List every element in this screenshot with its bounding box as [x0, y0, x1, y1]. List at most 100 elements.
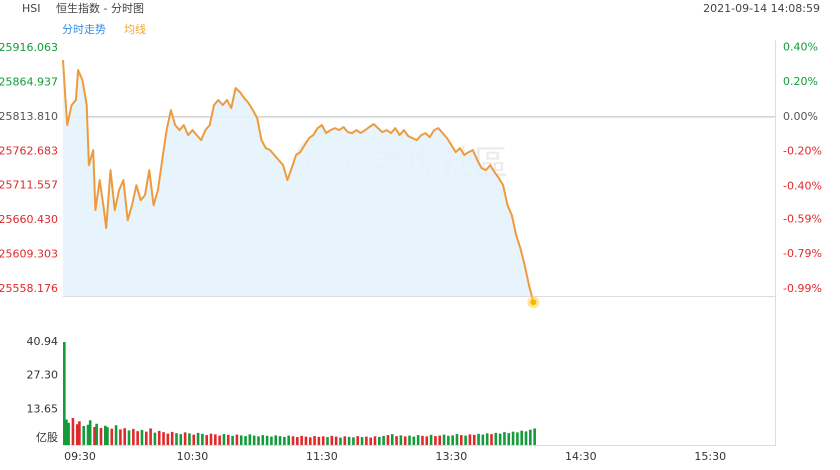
volume-bar — [412, 436, 416, 445]
volume-bar — [459, 435, 463, 445]
volume-bar — [321, 436, 325, 445]
volume-bar — [239, 435, 243, 445]
volume-bar — [434, 436, 437, 445]
volume-tick-label: 27.30 — [27, 369, 59, 382]
volume-bar — [494, 432, 498, 445]
x-tick-label: 09:30 — [64, 450, 96, 463]
volume-bar — [365, 436, 368, 445]
volume-bar — [196, 432, 200, 445]
y-tick-label: 25864.937 — [0, 75, 58, 88]
volume-bar — [304, 436, 308, 445]
volume-bar — [127, 430, 131, 445]
volume-bar — [157, 430, 161, 445]
volume-bar — [283, 436, 286, 445]
y2-tick-label: -0.79% — [783, 247, 822, 260]
volume-bar — [421, 435, 424, 445]
legend-label: 均线 — [124, 22, 146, 36]
volume-bar — [395, 436, 398, 445]
volume-bar — [317, 436, 321, 445]
volume-bar — [300, 435, 303, 445]
volume-bar — [343, 436, 347, 445]
volume-bar — [205, 435, 208, 445]
volume-bar — [520, 430, 524, 445]
volume-bar — [235, 434, 239, 445]
volume-bar — [386, 435, 390, 445]
volume-bar — [507, 433, 511, 445]
volume-bar — [511, 431, 515, 445]
volume-bar — [339, 437, 342, 445]
volume-bar — [373, 436, 377, 445]
volume-bar — [464, 435, 467, 445]
x-tick-label: 10:30 — [177, 450, 209, 463]
volume-bar — [75, 424, 79, 445]
volume-bar — [399, 435, 403, 445]
volume-bar — [313, 436, 316, 445]
y-tick-label: 25916.063 — [0, 41, 58, 54]
volume-bar — [103, 425, 107, 445]
volume-bar — [231, 435, 234, 445]
volume-bar — [524, 431, 528, 445]
volume-bar — [378, 436, 381, 445]
volume-bar — [170, 431, 174, 445]
y-tick-label: 25762.683 — [0, 144, 58, 157]
volume-bar — [248, 434, 252, 445]
volume-bar — [86, 424, 90, 445]
volume-bar — [352, 437, 355, 445]
volume-bar — [369, 437, 372, 445]
volume-bar — [162, 432, 165, 445]
y-tick-label: 25609.303 — [0, 248, 58, 261]
volume-bar — [95, 423, 98, 445]
volume-bar — [429, 434, 433, 445]
y2-tick-label: -0.59% — [783, 212, 822, 225]
y-tick-label: 25711.557 — [0, 179, 58, 192]
volume-bar — [403, 436, 407, 445]
timestamp: 2021-09-14 14:08:59 — [703, 2, 820, 15]
volume-bar — [93, 426, 96, 445]
price-line — [62, 59, 535, 303]
volume-bar — [447, 435, 450, 445]
volume-bar — [226, 434, 230, 445]
volume-bar — [498, 433, 502, 445]
volume-bar — [144, 431, 148, 445]
volume-bar — [468, 434, 472, 445]
volume-tick-label: 40.94 — [27, 335, 59, 348]
volume-bar — [356, 436, 360, 445]
volume-bar — [451, 435, 454, 445]
volume-bar — [490, 434, 493, 445]
volume-bar — [382, 435, 385, 445]
volume-bar — [347, 436, 351, 445]
volume-bar — [153, 432, 157, 445]
volume-bar — [78, 421, 81, 445]
volume-bar — [533, 428, 536, 445]
y-tick-label: 25660.430 — [0, 213, 58, 226]
volume-bar — [334, 436, 338, 445]
x-tick-label: 11:30 — [306, 450, 338, 463]
x-tick-label: 14:30 — [565, 450, 597, 463]
volume-bar — [274, 435, 278, 445]
y2-tick-label: -0.20% — [783, 145, 822, 158]
volume-bar — [252, 435, 256, 445]
volume-bar — [330, 435, 334, 445]
y-tick-label: 25558.176 — [0, 282, 58, 295]
volume-bar — [63, 342, 66, 445]
volume-bar — [123, 428, 127, 445]
volume-bar — [425, 436, 429, 445]
volume-bar — [438, 435, 442, 445]
y-tick-label: 25813.810 — [0, 110, 58, 123]
volume-bar — [82, 425, 86, 445]
volume-unit: 亿股 — [36, 431, 58, 444]
volume-bar — [481, 434, 485, 445]
x-tick-label: 13:30 — [436, 450, 468, 463]
volume-bar — [88, 420, 92, 445]
y2-tick-label: -0.40% — [783, 179, 822, 192]
volume-bar — [114, 425, 118, 445]
volume-bar — [291, 436, 295, 445]
price-area — [63, 60, 534, 303]
x-tick-label: 15:30 — [694, 450, 726, 463]
volume-bar — [455, 434, 459, 445]
volume-bar — [261, 435, 265, 445]
volume-bar — [287, 435, 290, 445]
chart-name: 恒生指数 - 分时图 — [56, 1, 144, 15]
volume-bar — [360, 437, 364, 445]
